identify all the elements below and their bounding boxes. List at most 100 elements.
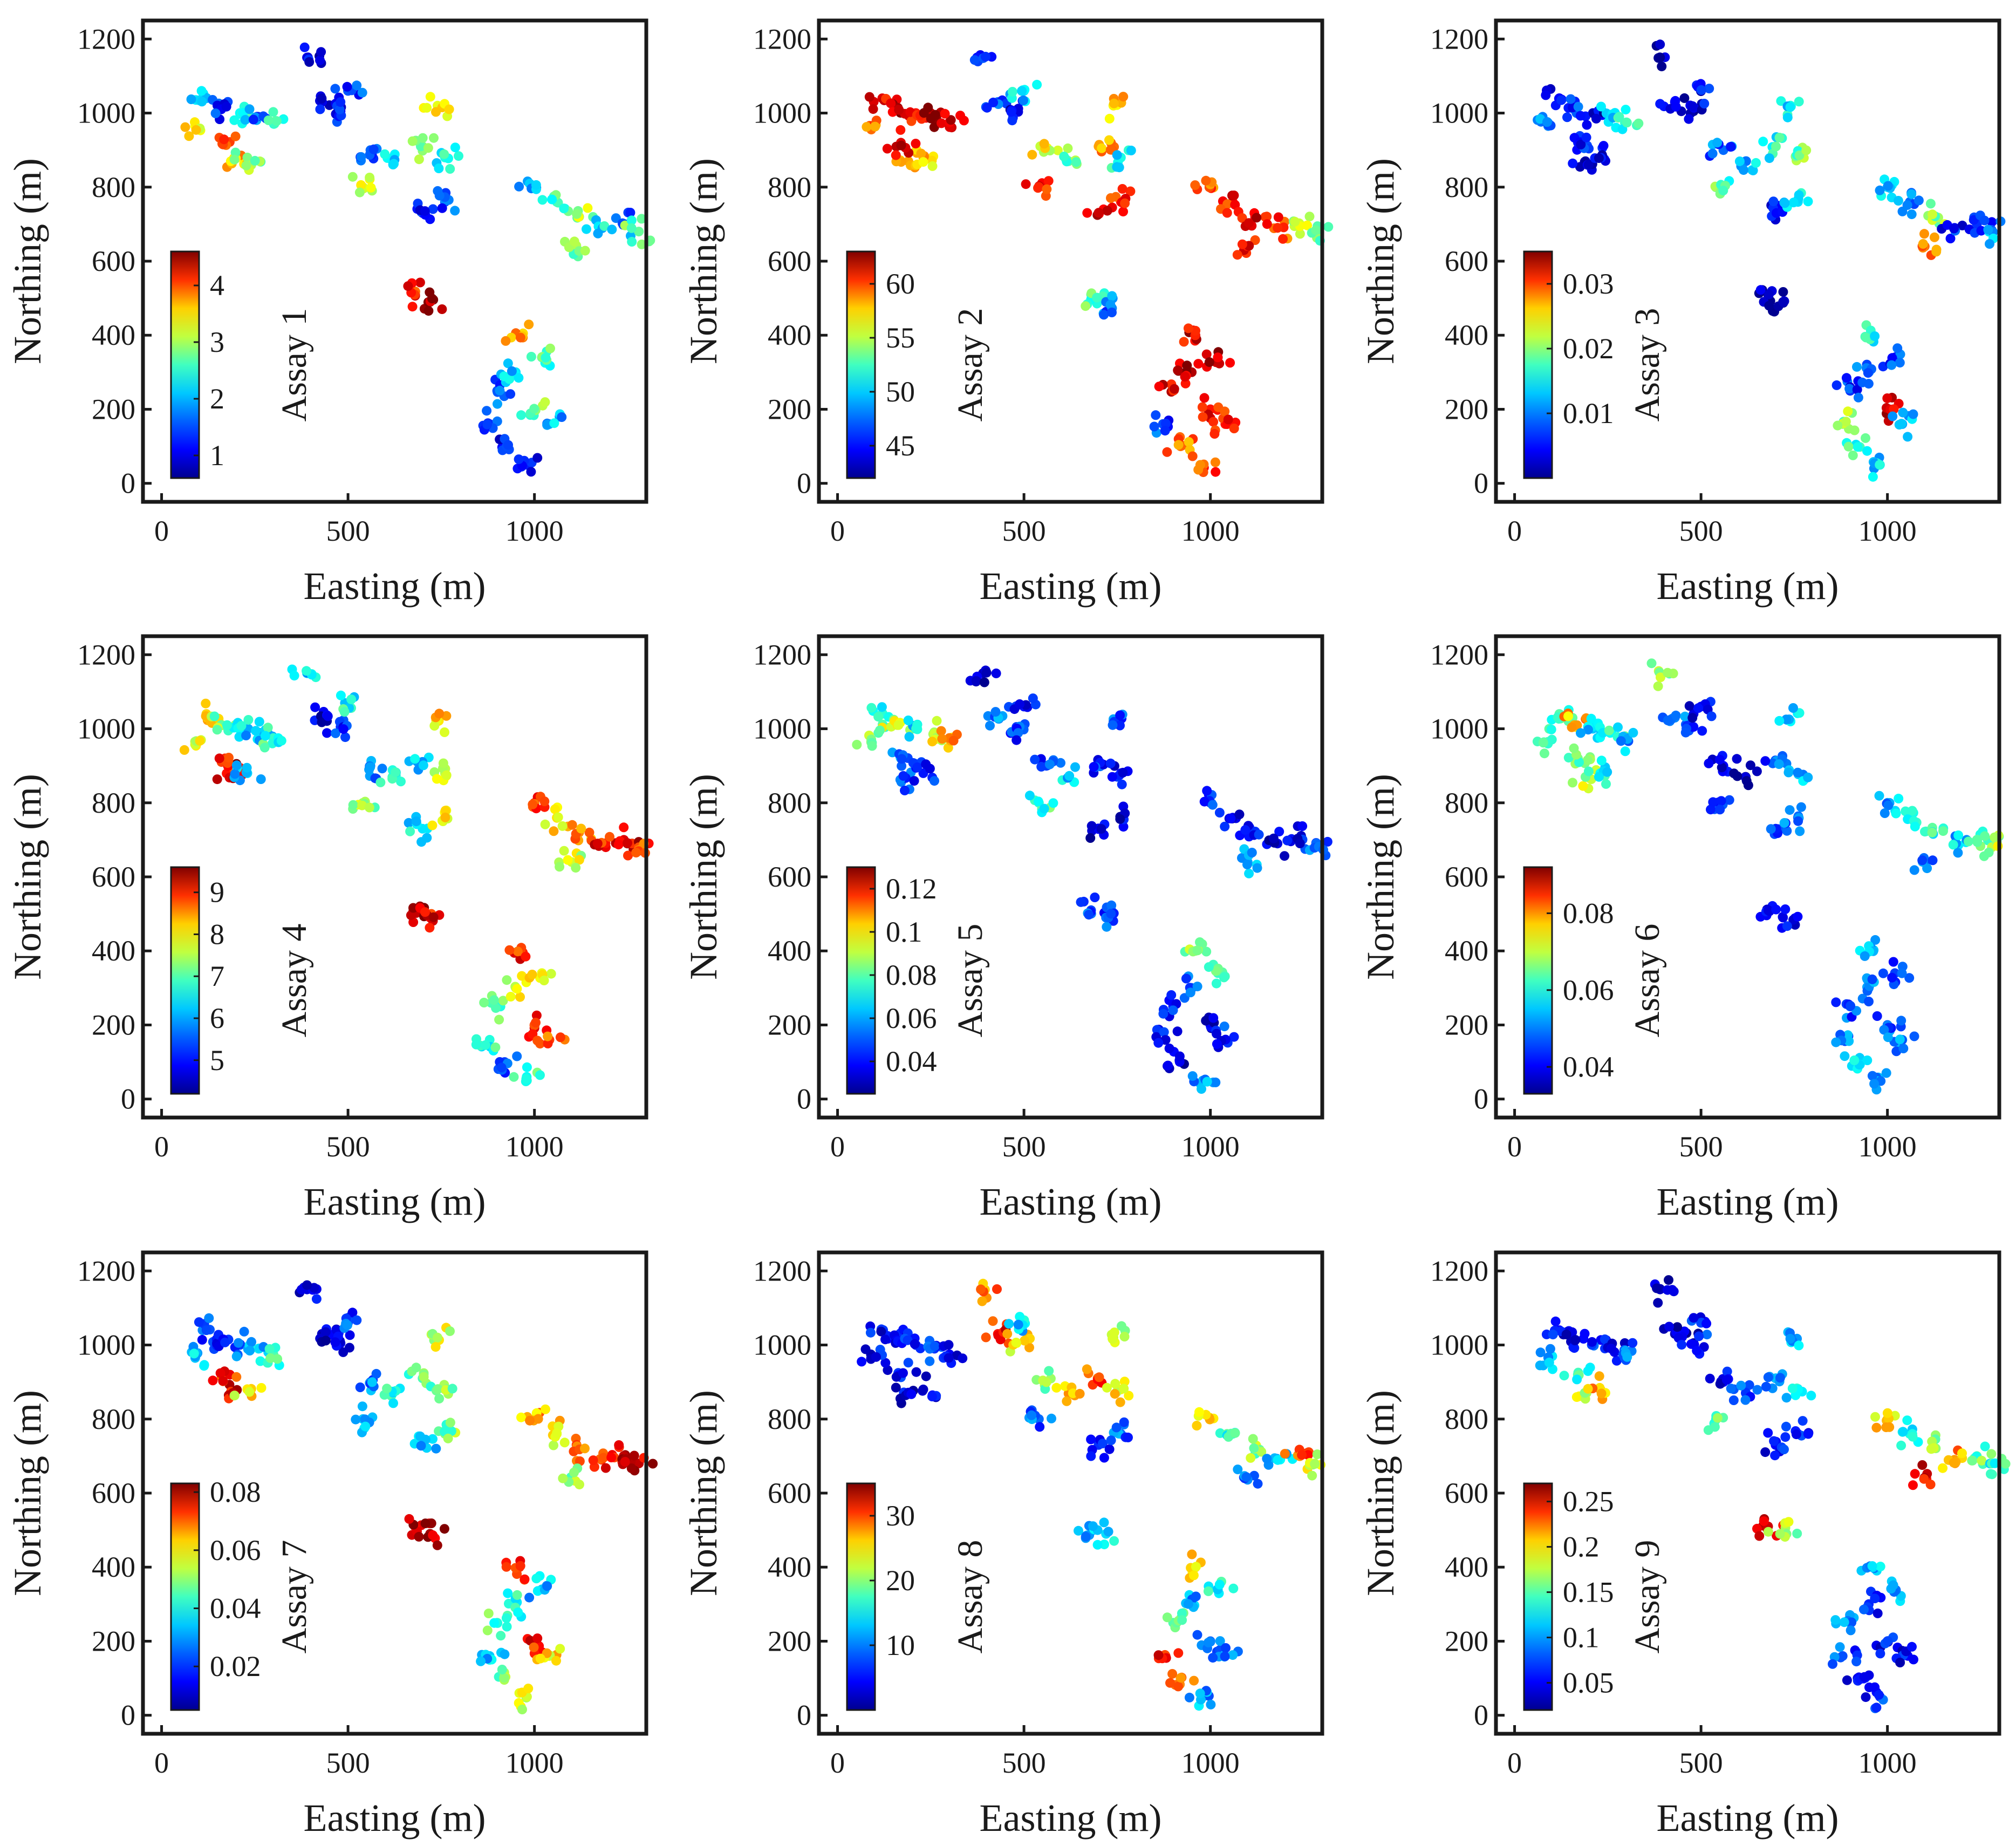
data-point xyxy=(1831,1037,1841,1047)
colorbar-gradient xyxy=(170,1482,200,1711)
data-point xyxy=(1740,1395,1751,1405)
data-point xyxy=(1229,1032,1239,1042)
data-point xyxy=(1764,153,1774,164)
data-point xyxy=(229,1391,240,1401)
data-point xyxy=(427,294,437,304)
data-point xyxy=(512,1051,522,1061)
data-point xyxy=(354,187,365,197)
data-point xyxy=(517,971,527,981)
data-point xyxy=(430,1342,441,1352)
data-point xyxy=(479,998,489,1007)
data-point xyxy=(1780,904,1791,914)
data-point xyxy=(1715,805,1725,815)
data-point xyxy=(339,707,350,717)
data-point xyxy=(1105,299,1116,310)
data-point xyxy=(1883,1636,1893,1646)
data-point xyxy=(1785,805,1795,815)
y-axis-label: Northing (m) xyxy=(682,774,725,980)
data-point xyxy=(985,720,995,731)
data-point xyxy=(1763,1428,1773,1438)
x-tick-label: 1000 xyxy=(1181,1130,1240,1163)
data-point xyxy=(1600,1334,1610,1344)
data-point xyxy=(1702,1330,1712,1340)
data-point xyxy=(981,1332,991,1343)
data-point xyxy=(631,848,641,858)
data-point xyxy=(1655,52,1665,63)
data-point xyxy=(1878,968,1888,978)
data-point xyxy=(1064,771,1075,781)
data-point xyxy=(1559,1371,1569,1381)
y-tick-label: 600 xyxy=(768,861,811,893)
data-point xyxy=(414,154,424,165)
data-point xyxy=(1718,186,1728,196)
scatter-points xyxy=(1532,658,2004,1095)
x-tick-label: 500 xyxy=(1002,515,1046,547)
colorbar-tick-label: 45 xyxy=(886,430,915,462)
y-tick-label: 0 xyxy=(1474,1083,1488,1115)
y-tick-label: 1000 xyxy=(1430,1329,1488,1361)
data-point xyxy=(404,818,414,828)
colorbar-tick-label: 0.04 xyxy=(210,1592,261,1625)
data-point xyxy=(1202,786,1212,796)
x-tick-label: 0 xyxy=(1507,1130,1522,1163)
data-point xyxy=(535,1653,545,1664)
data-point xyxy=(1548,1330,1558,1340)
data-point xyxy=(515,1561,525,1571)
data-point xyxy=(584,827,594,837)
data-point xyxy=(533,1414,543,1424)
data-point xyxy=(1307,1470,1317,1481)
scatter-points xyxy=(852,665,1332,1094)
data-point xyxy=(529,404,539,414)
data-point xyxy=(1115,720,1125,731)
data-point xyxy=(1782,921,1792,931)
data-point xyxy=(1541,90,1551,100)
data-point xyxy=(420,206,430,216)
data-point xyxy=(1909,1654,1918,1665)
x-tick-label: 0 xyxy=(154,515,169,547)
data-point xyxy=(1712,138,1723,148)
data-point xyxy=(495,385,505,396)
data-point xyxy=(1116,1321,1126,1331)
data-point xyxy=(509,1072,519,1082)
data-point xyxy=(434,709,445,719)
data-point xyxy=(1655,39,1665,50)
data-point xyxy=(918,157,928,167)
data-point xyxy=(512,1590,522,1600)
data-point xyxy=(1908,1480,1918,1490)
data-point xyxy=(898,771,908,781)
data-point xyxy=(423,306,434,316)
y-tick-label: 0 xyxy=(121,1083,135,1115)
data-point xyxy=(1088,1521,1098,1531)
data-point xyxy=(541,1404,550,1414)
data-point xyxy=(1204,1637,1213,1647)
data-point xyxy=(1990,832,2000,842)
data-point xyxy=(1726,1384,1736,1394)
data-point xyxy=(491,1003,501,1013)
data-point xyxy=(553,812,563,822)
data-point xyxy=(317,93,327,104)
data-point xyxy=(1084,910,1094,920)
data-point xyxy=(1782,112,1793,122)
data-point xyxy=(1894,420,1904,430)
data-point xyxy=(498,996,508,1006)
data-point xyxy=(1861,332,1871,343)
data-point xyxy=(1697,726,1707,736)
data-point xyxy=(1094,208,1104,218)
data-point xyxy=(1310,1459,1320,1469)
colorbar: 0.05 0.1 0.15 0.2 0.25 Assay 9 xyxy=(1523,1482,1667,1711)
data-point xyxy=(1611,1355,1622,1366)
data-point xyxy=(1189,1675,1199,1686)
data-point xyxy=(896,125,906,135)
data-point xyxy=(583,203,593,213)
data-point xyxy=(247,1337,256,1347)
data-point xyxy=(936,726,946,736)
data-point xyxy=(1874,791,1884,801)
data-point xyxy=(1770,1450,1780,1461)
data-point xyxy=(626,215,637,226)
data-point xyxy=(434,1393,445,1404)
data-point xyxy=(432,774,442,784)
y-tick-label: 200 xyxy=(1445,393,1488,425)
data-point xyxy=(2000,1459,2011,1469)
colorbar-tick-label: 0.03 xyxy=(1563,268,1614,300)
data-point xyxy=(1125,186,1136,196)
